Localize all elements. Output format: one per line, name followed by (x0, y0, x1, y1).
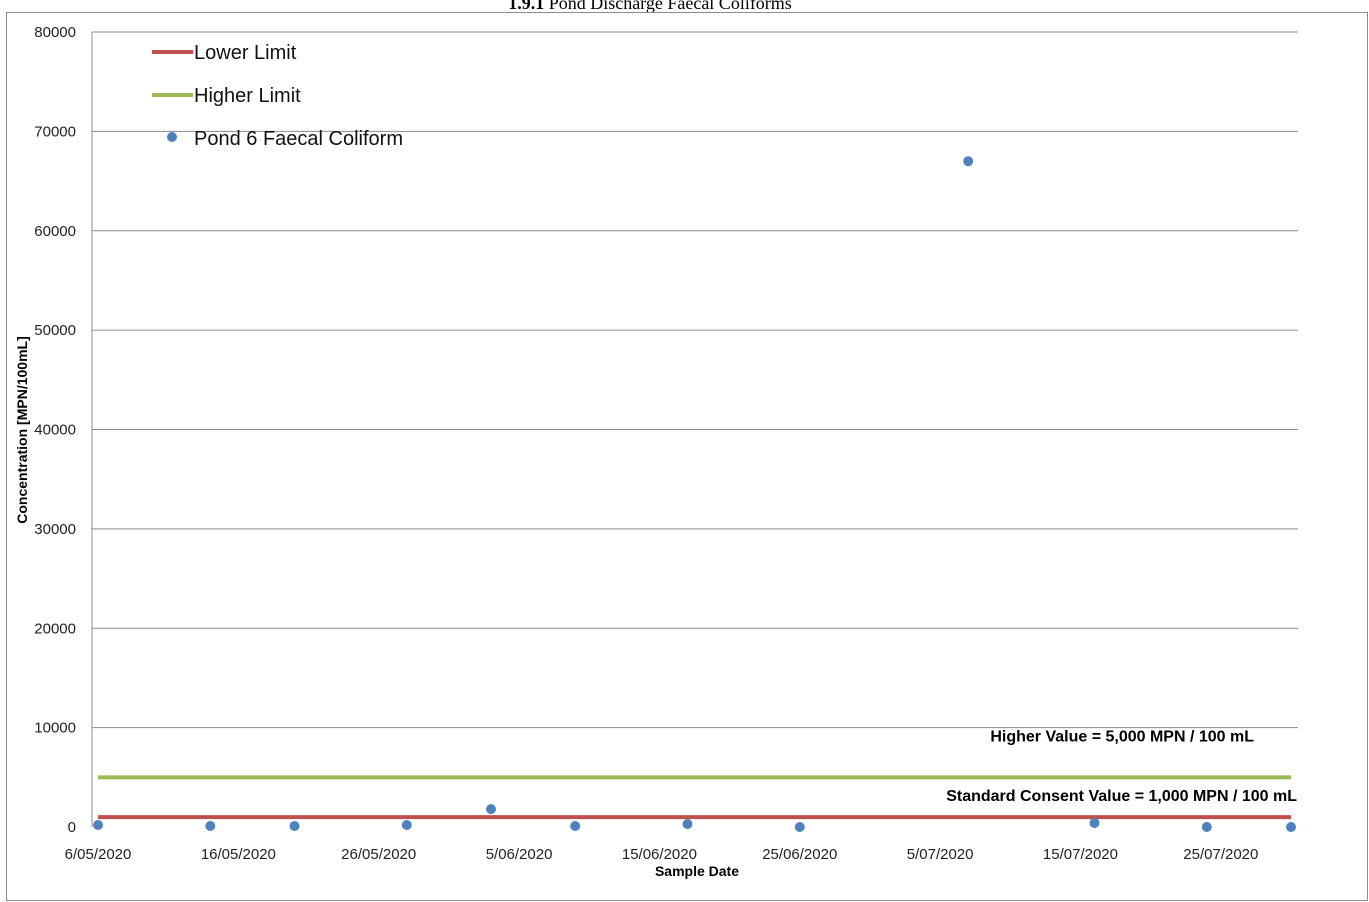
legend-label: Pond 6 Faecal Coliform (194, 128, 403, 150)
y-tick-label: 80000 (34, 24, 76, 41)
data-point (93, 820, 103, 831)
title-number: 1.9.1 (508, 0, 545, 13)
y-tick-label: 60000 (34, 223, 76, 240)
chart-frame (6, 12, 1368, 901)
x-tick-label: 15/06/2020 (622, 846, 697, 863)
annotations: Higher Value = 5,000 MPN / 100 mL Standar… (946, 729, 1297, 806)
x-tick-label: 26/05/2020 (341, 846, 416, 863)
x-axis-ticks: 6/05/2020 16/05/2020 26/05/2020 5/06/2020 15… (65, 846, 1259, 863)
y-tick-label: 20000 (34, 620, 76, 637)
page-title: 1.9.1 Pond Discharge Faecal Coliforms (0, 0, 1300, 14)
data-point (401, 820, 412, 831)
x-axis-title: Sample Date (655, 863, 739, 879)
x-tick-label: 16/05/2020 (201, 846, 276, 863)
gridlines (91, 31, 1298, 827)
y-tick-label: 10000 (34, 720, 76, 737)
y-axis-title: Concentration [MPN/100mL] (14, 336, 30, 523)
x-tick-label: 5/07/2020 (907, 846, 974, 863)
annotation-label: Standard Consent Value = 1,000 MPN / 100… (946, 788, 1297, 805)
y-tick-label: 0 (68, 819, 76, 836)
legend-label: Lower Limit (194, 42, 297, 64)
x-tick-label: 6/05/2020 (65, 846, 132, 863)
data-point (205, 821, 216, 832)
x-tick-label: 15/07/2020 (1043, 846, 1118, 863)
title-text: Pond Discharge Faecal Coliforms (544, 0, 792, 13)
data-point (485, 804, 496, 815)
plot-series (93, 156, 1296, 832)
data-point (794, 822, 805, 832)
data-point (1089, 818, 1100, 829)
y-axis-ticks: 0 10000 20000 30000 40000 50000 60000 70000 8000… (34, 24, 76, 836)
data-point (1201, 822, 1212, 832)
data-point (570, 821, 581, 832)
legend: Lower Limit Higher Limit Pond 6 Faecal Col… (152, 42, 403, 150)
data-point (963, 156, 974, 167)
legend-label: Higher Limit (194, 85, 301, 107)
data-point (1286, 822, 1296, 832)
y-tick-label: 40000 (34, 422, 76, 439)
x-tick-label: 25/06/2020 (762, 846, 837, 863)
y-tick-label: 70000 (34, 123, 76, 140)
annotation-label: Higher Value = 5,000 MPN / 100 mL (990, 729, 1254, 746)
x-tick-label: 25/07/2020 (1183, 846, 1258, 863)
data-point (682, 819, 693, 830)
legend-swatch-marker (167, 132, 177, 142)
y-tick-label: 30000 (34, 521, 76, 538)
x-tick-label: 5/06/2020 (486, 846, 553, 863)
y-tick-label: 50000 (34, 322, 76, 339)
data-point (289, 821, 300, 832)
